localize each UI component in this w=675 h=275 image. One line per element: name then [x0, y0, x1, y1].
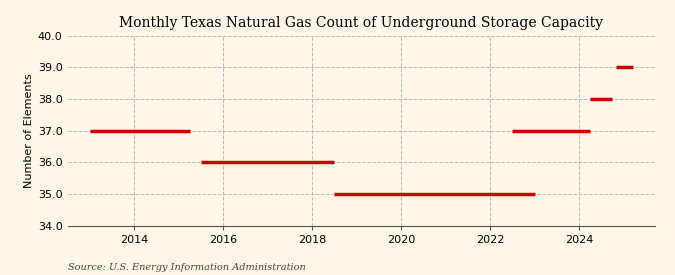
Text: Source: U.S. Energy Information Administration: Source: U.S. Energy Information Administ…	[68, 263, 305, 271]
Y-axis label: Number of Elements: Number of Elements	[24, 73, 34, 188]
Title: Monthly Texas Natural Gas Count of Underground Storage Capacity: Monthly Texas Natural Gas Count of Under…	[119, 16, 603, 31]
